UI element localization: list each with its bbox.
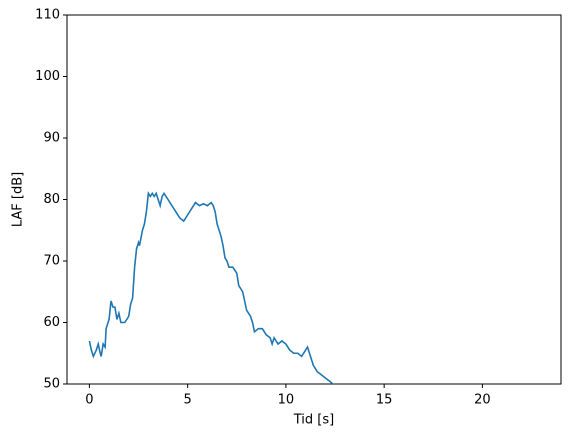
y-tick-label: 70 bbox=[43, 254, 60, 269]
y-tick-label: 60 bbox=[43, 315, 60, 330]
x-tick-label: 10 bbox=[278, 393, 295, 408]
x-tick-label: 5 bbox=[184, 393, 192, 408]
y-tick-label: 50 bbox=[43, 377, 60, 392]
x-tick-label: 0 bbox=[85, 393, 93, 408]
line-series bbox=[88, 190, 335, 384]
axes-frame bbox=[66, 14, 562, 385]
y-tick-label: 100 bbox=[35, 69, 60, 84]
y-tick-label: 110 bbox=[35, 8, 60, 23]
y-tick-label: 90 bbox=[43, 131, 60, 146]
x-tick-label: 20 bbox=[474, 393, 491, 408]
y-tick-label: 80 bbox=[43, 192, 60, 207]
x-tick-label: 15 bbox=[376, 393, 393, 408]
x-axis-label: Tid [s] bbox=[293, 413, 334, 428]
y-axis-label: LAF [dB] bbox=[11, 172, 26, 227]
